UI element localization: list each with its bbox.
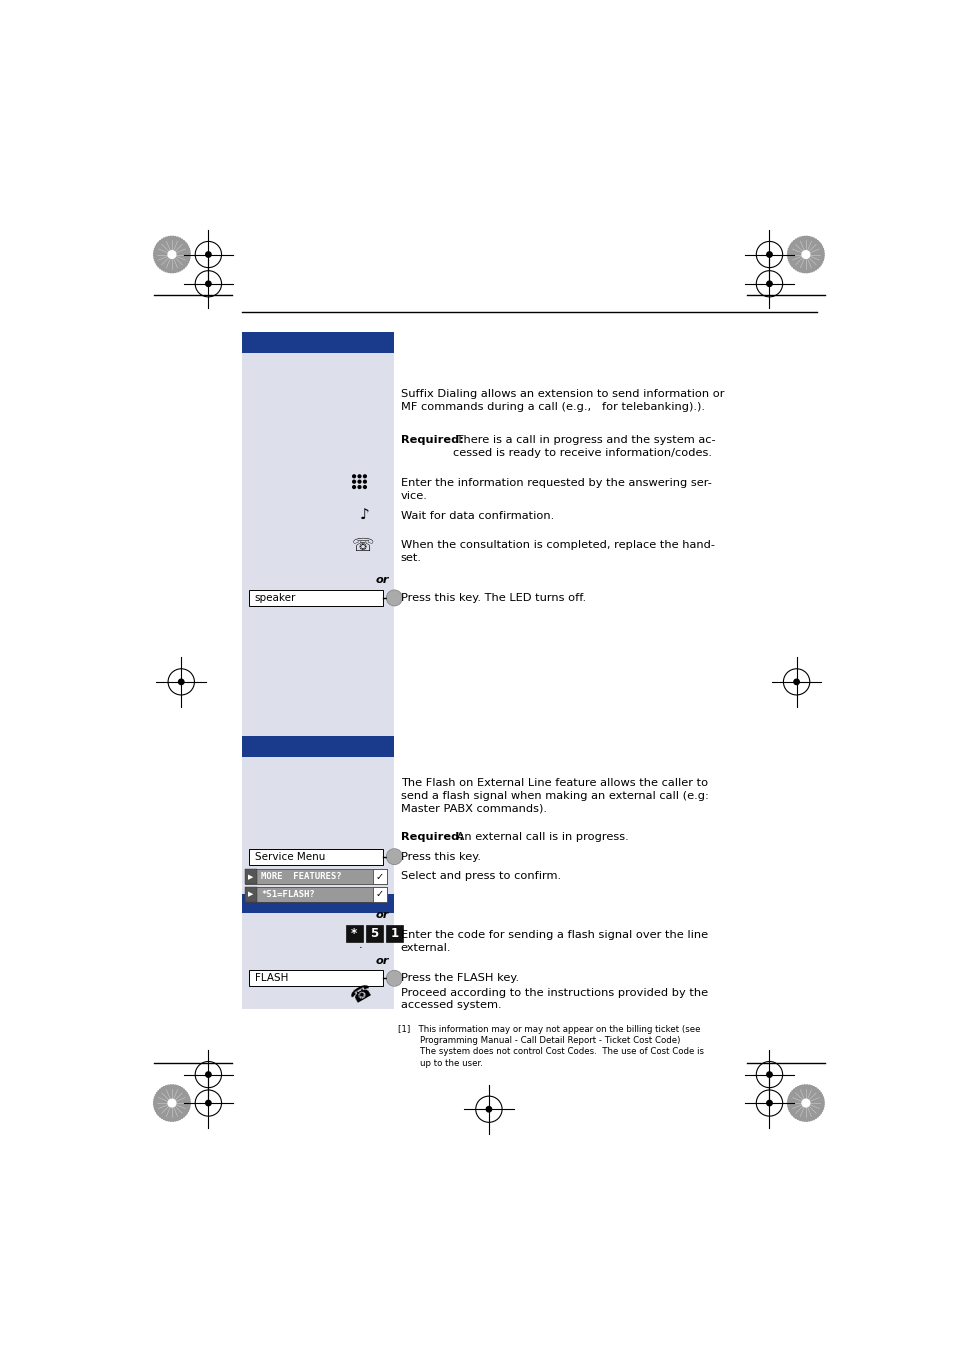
Text: or: or	[375, 576, 389, 585]
Text: ▶: ▶	[248, 892, 253, 897]
Text: Enter the information requested by the answering ser-
vice.: Enter the information requested by the a…	[400, 478, 711, 501]
Text: Required:: Required:	[400, 435, 463, 446]
Text: ♪: ♪	[359, 508, 369, 523]
Text: Press this key. The LED turns off.: Press this key. The LED turns off.	[400, 593, 585, 604]
Text: 1: 1	[390, 927, 398, 940]
Text: [1]   This information may or may not appear on the billing ticket (see
        : [1] This information may or may not appe…	[397, 1024, 703, 1067]
Circle shape	[353, 485, 355, 489]
Bar	[373, 888, 386, 901]
Bar	[241, 758, 394, 893]
Text: ☎: ☎	[347, 981, 375, 1006]
Text: speaker: speaker	[254, 593, 296, 603]
Text: or: or	[375, 911, 389, 920]
Text: ✓: ✓	[375, 889, 384, 900]
Circle shape	[766, 1071, 771, 1077]
Circle shape	[357, 485, 360, 489]
Bar	[249, 970, 382, 986]
Polygon shape	[787, 236, 823, 273]
Text: Suffix Dialing allows an extension to send information or
MF commands during a c: Suffix Dialing allows an extension to se…	[400, 389, 723, 412]
Circle shape	[357, 481, 360, 484]
Polygon shape	[153, 1085, 191, 1121]
Circle shape	[766, 1100, 771, 1105]
Bar	[245, 869, 386, 884]
Text: Wait for data confirmation.: Wait for data confirmation.	[400, 511, 554, 521]
Bar	[345, 925, 362, 942]
Circle shape	[353, 476, 355, 478]
Text: Service Menu: Service Menu	[254, 851, 325, 862]
Circle shape	[766, 281, 771, 286]
Text: MORE  FEATURES?: MORE FEATURES?	[261, 873, 341, 881]
Text: *: *	[351, 927, 356, 940]
Bar	[241, 736, 394, 758]
Text: FLASH: FLASH	[254, 973, 288, 984]
Bar	[245, 869, 257, 884]
Bar	[241, 331, 394, 893]
Circle shape	[357, 476, 360, 478]
Circle shape	[386, 848, 402, 865]
Circle shape	[801, 1100, 809, 1106]
Bar	[245, 888, 257, 901]
Circle shape	[206, 1100, 211, 1105]
Circle shape	[386, 970, 402, 986]
Circle shape	[387, 971, 401, 985]
Circle shape	[387, 590, 401, 605]
Text: ✓: ✓	[375, 871, 384, 882]
Bar	[385, 925, 402, 942]
Bar	[249, 848, 382, 865]
Circle shape	[387, 850, 401, 863]
Circle shape	[353, 481, 355, 484]
Circle shape	[206, 1071, 211, 1077]
Polygon shape	[153, 236, 191, 273]
Circle shape	[486, 1106, 491, 1112]
Text: ☏: ☏	[351, 536, 374, 554]
Circle shape	[363, 481, 366, 484]
Bar	[365, 925, 382, 942]
Circle shape	[178, 680, 184, 685]
Circle shape	[363, 476, 366, 478]
Text: *51=FLASH?: *51=FLASH?	[261, 890, 314, 898]
Bar	[245, 888, 386, 901]
Bar	[241, 893, 394, 913]
Polygon shape	[787, 1085, 823, 1121]
Bar	[373, 869, 386, 884]
Text: Press the FLASH key.: Press the FLASH key.	[400, 973, 518, 984]
Text: An external call is in progress.: An external call is in progress.	[453, 832, 628, 842]
Text: 5: 5	[370, 927, 378, 940]
Text: Required:: Required:	[400, 832, 463, 842]
Circle shape	[206, 281, 211, 286]
Circle shape	[801, 251, 809, 258]
Text: Enter the code for sending a flash signal over the line
external.: Enter the code for sending a flash signa…	[400, 929, 707, 952]
Circle shape	[766, 251, 771, 257]
Circle shape	[386, 590, 402, 605]
Text: ▶: ▶	[248, 874, 253, 880]
Circle shape	[793, 680, 799, 685]
Circle shape	[206, 251, 211, 257]
Text: Select and press to confirm.: Select and press to confirm.	[400, 871, 560, 881]
Circle shape	[168, 1100, 175, 1106]
Circle shape	[168, 251, 175, 258]
Text: When the consultation is completed, replace the hand-
set.: When the consultation is completed, repl…	[400, 540, 714, 563]
Text: There is a call in progress and the system ac-
cessed is ready to receive inform: There is a call in progress and the syst…	[453, 435, 715, 458]
Bar	[249, 590, 382, 607]
Circle shape	[363, 485, 366, 489]
Bar	[241, 331, 394, 353]
Text: Proceed according to the instructions provided by the
accessed system.: Proceed according to the instructions pr…	[400, 988, 707, 1011]
Text: The Flash on External Line feature allows the caller to
send a flash signal when: The Flash on External Line feature allow…	[400, 778, 708, 813]
Text: Press this key.: Press this key.	[400, 852, 480, 862]
Bar	[241, 913, 394, 1009]
Text: or: or	[375, 957, 389, 966]
